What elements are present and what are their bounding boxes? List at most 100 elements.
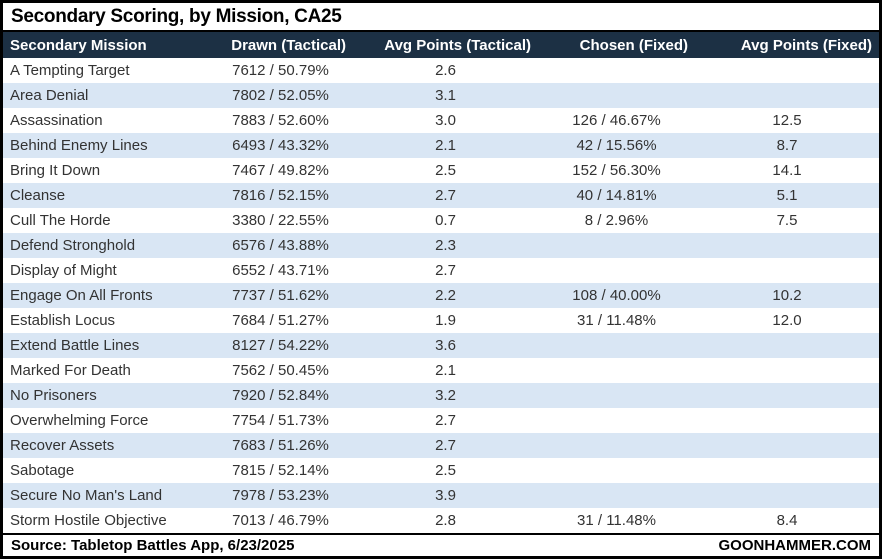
cell-avg-points-tactical: 2.5 xyxy=(435,462,456,479)
cell-avg-points-fixed: 12.5 xyxy=(772,112,802,129)
cell-chosen-fixed: 152 / 56.30% xyxy=(572,162,661,179)
cell-avg-points-tactical: 2.2 xyxy=(435,287,456,304)
cell-avg-points-fixed: 12.0 xyxy=(772,312,802,329)
cell-avg-points-fixed xyxy=(695,333,879,358)
cell-avg-points-fixed: 10.2 xyxy=(772,287,802,304)
cell-secondary-mission: No Prisoners xyxy=(10,387,97,404)
table-row: No Prisoners 7920 / 52.84% 3.2 xyxy=(3,383,879,408)
table-row: Assassination 7883 / 52.60% 3.0 126 / 46.67… xyxy=(3,108,879,133)
cell-secondary-mission: Behind Enemy Lines xyxy=(10,137,148,154)
cell-secondary-mission: Recover Assets xyxy=(10,437,115,454)
table-row: Extend Battle Lines 8127 / 54.22% 3.6 xyxy=(3,333,879,358)
cell-drawn-tactical: 3380 / 22.55% xyxy=(232,212,329,229)
cell-chosen-fixed xyxy=(538,333,695,358)
cell-chosen-fixed xyxy=(538,408,695,433)
cell-drawn-tactical: 7684 / 51.27% xyxy=(232,312,329,329)
footer-bar: Source: Tabletop Battles App, 6/23/2025 … xyxy=(3,533,879,556)
cell-avg-points-fixed: 5.1 xyxy=(776,187,798,204)
column-header-secondary-mission: Secondary Mission xyxy=(3,32,208,58)
column-header-avg-points-tactical: Avg Points (Tactical) xyxy=(353,32,538,58)
cell-avg-points-fixed xyxy=(695,408,879,433)
cell-secondary-mission: Marked For Death xyxy=(10,362,131,379)
cell-avg-points-tactical: 3.6 xyxy=(435,337,456,354)
cell-secondary-mission: Assassination xyxy=(10,112,103,129)
cell-avg-points-fixed: 14.1 xyxy=(772,162,802,179)
cell-chosen-fixed xyxy=(538,58,695,83)
cell-avg-points-fixed xyxy=(695,233,879,258)
cell-avg-points-tactical: 3.1 xyxy=(435,87,456,104)
cell-avg-points-fixed xyxy=(695,433,879,458)
cell-chosen-fixed: 42 / 15.56% xyxy=(576,137,657,154)
cell-avg-points-tactical: 2.5 xyxy=(435,162,456,179)
cell-avg-points-tactical: 3.9 xyxy=(435,487,456,504)
title-bar: Secondary Scoring, by Mission, CA25 xyxy=(3,3,879,32)
cell-avg-points-tactical: 2.1 xyxy=(435,137,456,154)
table-row: A Tempting Target 7612 / 50.79% 2.6 xyxy=(3,58,879,83)
cell-chosen-fixed xyxy=(538,233,695,258)
cell-drawn-tactical: 7816 / 52.15% xyxy=(232,187,329,204)
cell-secondary-mission: Bring It Down xyxy=(10,162,101,179)
cell-avg-points-tactical: 2.7 xyxy=(435,187,456,204)
cell-avg-points-fixed xyxy=(695,383,879,408)
cell-secondary-mission: Area Denial xyxy=(10,87,89,104)
cell-chosen-fixed xyxy=(538,358,695,383)
cell-avg-points-tactical: 2.6 xyxy=(435,62,456,79)
cell-avg-points-tactical: 2.7 xyxy=(435,412,456,429)
table-row: Engage On All Fronts 7737 / 51.62% 2.2 108 … xyxy=(3,283,879,308)
cell-secondary-mission: A Tempting Target xyxy=(10,62,130,79)
cell-drawn-tactical: 7883 / 52.60% xyxy=(232,112,329,129)
column-header-chosen-fixed: Chosen (Fixed) xyxy=(538,32,695,58)
column-header-avg-points-fixed: Avg Points (Fixed) xyxy=(695,32,879,58)
cell-drawn-tactical: 7612 / 50.79% xyxy=(232,62,329,79)
cell-secondary-mission: Extend Battle Lines xyxy=(10,337,140,354)
cell-secondary-mission: Defend Stronghold xyxy=(10,237,136,254)
table-row: Establish Locus 7684 / 51.27% 1.9 31 / 11.4… xyxy=(3,308,879,333)
cell-avg-points-tactical: 2.8 xyxy=(435,512,456,529)
cell-chosen-fixed xyxy=(538,83,695,108)
table-row: Sabotage 7815 / 52.14% 2.5 xyxy=(3,458,879,483)
cell-secondary-mission: Display of Might xyxy=(10,262,117,279)
cell-drawn-tactical: 7467 / 49.82% xyxy=(232,162,329,179)
cell-avg-points-tactical: 2.1 xyxy=(435,362,456,379)
cell-secondary-mission: Cleanse xyxy=(10,187,66,204)
cell-secondary-mission: Cull The Horde xyxy=(10,212,111,229)
cell-chosen-fixed xyxy=(538,433,695,458)
table-row: Bring It Down 7467 / 49.82% 2.5 152 / 56.30… xyxy=(3,158,879,183)
cell-avg-points-tactical: 2.7 xyxy=(435,262,456,279)
cell-avg-points-tactical: 2.7 xyxy=(435,437,456,454)
table-row: Defend Stronghold 6576 / 43.88% 2.3 xyxy=(3,233,879,258)
table-row: Cull The Horde 3380 / 22.55% 0.7 8 / 2.96% 7… xyxy=(3,208,879,233)
secondary-scoring-table: Secondary Mission Drawn (Tactical) Avg P… xyxy=(3,32,879,533)
table-row: Storm Hostile Objective 7013 / 46.79% 2.8 3… xyxy=(3,508,879,533)
cell-secondary-mission: Establish Locus xyxy=(10,312,116,329)
table-row: Behind Enemy Lines 6493 / 43.32% 2.1 42 / 1… xyxy=(3,133,879,158)
cell-secondary-mission: Sabotage xyxy=(10,462,75,479)
site-watermark: GOONHAMMER.COM xyxy=(718,537,872,554)
cell-avg-points-tactical: 3.0 xyxy=(435,112,456,129)
cell-chosen-fixed xyxy=(538,458,695,483)
cell-drawn-tactical: 6493 / 43.32% xyxy=(232,137,329,154)
table-row: Area Denial 7802 / 52.05% 3.1 xyxy=(3,83,879,108)
cell-drawn-tactical: 7737 / 51.62% xyxy=(232,287,329,304)
cell-avg-points-fixed xyxy=(695,258,879,283)
cell-avg-points-fixed xyxy=(695,358,879,383)
table-row: Marked For Death 7562 / 50.45% 2.1 xyxy=(3,358,879,383)
cell-avg-points-fixed xyxy=(695,83,879,108)
cell-avg-points-fixed xyxy=(695,483,879,508)
page-title: Secondary Scoring, by Mission, CA25 xyxy=(11,5,342,27)
column-header-drawn-tactical: Drawn (Tactical) xyxy=(208,32,353,58)
table-body: A Tempting Target 7612 / 50.79% 2.6 Area De… xyxy=(3,58,879,533)
cell-avg-points-tactical: 0.7 xyxy=(435,212,456,229)
cell-drawn-tactical: 7802 / 52.05% xyxy=(232,87,329,104)
table-row: Secure No Man's Land 7978 / 53.23% 3.9 xyxy=(3,483,879,508)
cell-drawn-tactical: 8127 / 54.22% xyxy=(232,337,329,354)
table-row: Cleanse 7816 / 52.15% 2.7 40 / 14.81% 5.1 xyxy=(3,183,879,208)
cell-chosen-fixed xyxy=(538,383,695,408)
cell-avg-points-fixed: 7.5 xyxy=(776,212,798,229)
cell-drawn-tactical: 6552 / 43.71% xyxy=(232,262,329,279)
cell-chosen-fixed: 31 / 11.48% xyxy=(577,312,656,329)
cell-secondary-mission: Secure No Man's Land xyxy=(10,487,163,504)
cell-drawn-tactical: 7815 / 52.14% xyxy=(232,462,329,479)
cell-chosen-fixed: 40 / 14.81% xyxy=(576,187,657,204)
